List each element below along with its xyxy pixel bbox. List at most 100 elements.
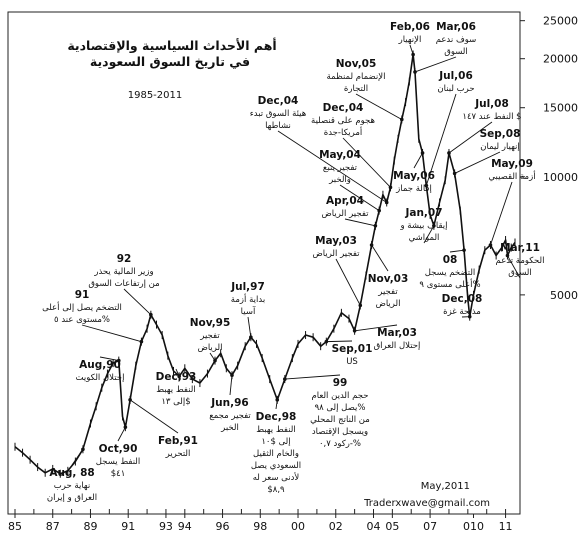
annotation-point: [388, 185, 393, 190]
annotation-leader: [449, 249, 465, 253]
annotation-text: والخام الثقيل: [253, 449, 299, 459]
annotation-title: Nov,95: [190, 317, 231, 329]
annotation-text: التحرير: [165, 449, 191, 459]
annotation-leader: [229, 375, 233, 396]
annotation-text: بداية أزمة: [231, 293, 265, 305]
x-tick-label: 11: [499, 520, 513, 533]
annotation-text: والخبر: [328, 175, 351, 185]
annotation-leader: [284, 374, 341, 380]
annotation: Apr,04 تفجير الرياض: [322, 195, 370, 219]
annotation: May,06 إقالة جماز: [393, 170, 435, 194]
annotation-text: الخبر: [220, 423, 239, 433]
annotation-point: [399, 117, 404, 122]
annotations: Aug, 88 نهاية حرب العراق و إيران Aug,90 إحتل…: [42, 21, 544, 503]
annotation-text: إلى $١٠: [261, 437, 290, 447]
annotation: Dec,93 النفط يهبط إلى ١٣$: [156, 371, 197, 407]
x-tick-label: 93: [159, 520, 173, 533]
annotation-title: Dec,98: [256, 411, 297, 423]
annotation-point: [275, 398, 280, 402]
annotation-text: يصل إلى ٩٨%: [315, 403, 366, 413]
annotation: Dec,08 مذبحة غزة: [442, 293, 483, 317]
annotation-title: Jul,08: [474, 98, 509, 110]
annotation-text: إيقاف بيشة و: [399, 221, 447, 231]
annotation-leader: [454, 151, 501, 174]
annotation-text: نشاطها: [265, 121, 291, 131]
annotation-title: Dec,08: [442, 293, 483, 305]
annotation-text: إقالة جماز: [395, 184, 432, 194]
price-series: [14, 50, 516, 478]
annotation-title: May,04: [319, 149, 361, 161]
annotation-text: الإنضمام لمنظمة: [327, 72, 386, 82]
annotation-point: [452, 171, 457, 176]
annotation-text: حرب لبنان: [437, 84, 474, 94]
annotation-leader: [507, 255, 521, 279]
annotation: Nov,95 تفجير الرياض: [190, 317, 231, 353]
annotation-text: تفجير: [199, 331, 220, 341]
annotation-title: Feb,06: [390, 21, 430, 33]
annotation-text: النفط يسجل: [96, 457, 140, 467]
annotation-point: [467, 314, 472, 319]
annotation-title: Mar,06: [436, 21, 476, 33]
annotation-title: 91: [75, 289, 90, 301]
annotation-point: [384, 200, 389, 205]
annotation-text: الرياض: [198, 343, 223, 353]
annotation-text: مستوى عند ٥%: [54, 315, 110, 325]
annotation-text: $٤١: [111, 469, 126, 479]
annotation: Mar,11 الحكومة تدعم السوق: [496, 242, 545, 278]
x-tick-label: 85: [8, 520, 22, 533]
annotation-text: السوق: [508, 268, 532, 278]
annotation-text: النفط عند ١٤٧ $: [462, 112, 521, 122]
y-tick-label: 25000: [543, 15, 578, 28]
annotation-point: [420, 151, 425, 155]
annotation-title: Jul,97: [230, 281, 265, 293]
annotation-text: الرياض: [376, 299, 401, 309]
x-tick-label: 07: [423, 520, 437, 533]
annotation-point: [488, 243, 493, 247]
x-tick-label: 87: [46, 520, 60, 533]
annotation-point: [373, 224, 378, 228]
annotation: Nov,03 تفجير الرياض: [368, 273, 409, 309]
annotation-text: التجارة: [344, 84, 368, 94]
annotation-text: لأدنى سعر له: [253, 472, 300, 483]
annotation-leader: [371, 244, 389, 272]
annotation-leader: [99, 356, 119, 362]
annotation-text: النفط يهبط: [156, 385, 196, 395]
annotation-title: Aug, 88: [49, 467, 94, 479]
annotation-text: أعلى مستوى ٩%: [419, 278, 480, 290]
y-axis: 5000 10000 15000 20000 25000: [520, 15, 578, 302]
annotation-point: [116, 358, 121, 363]
annotation-text: هيئة السوق تبدء: [250, 109, 306, 119]
annotation-text: السعودي يصل: [251, 461, 301, 471]
annotation: Dec,04 هيئة السوق تبدء نشاطها: [250, 95, 306, 131]
annotation-point: [249, 335, 253, 340]
x-tick-label: 04: [366, 520, 380, 533]
annotation-text: ويسجل الإقتصاد: [312, 427, 368, 437]
annotation-leader: [129, 399, 179, 434]
x-tick-label: 96: [216, 520, 230, 533]
annotation-title: 08: [443, 254, 458, 266]
annotation-title: 92: [117, 253, 132, 265]
annotation: Sep,01 US: [332, 343, 373, 367]
annotation-leader: [448, 121, 493, 154]
annotation-point: [283, 377, 287, 381]
credit-date: May,2011: [421, 481, 470, 492]
annotation-leader: [342, 137, 391, 188]
annotation-text: إنهيار ليمان: [480, 142, 520, 152]
annotation-title: Feb,91: [158, 435, 198, 447]
x-tick-label: 98: [253, 520, 267, 533]
annotation-title: Dec,04: [323, 102, 364, 114]
annotation-leaders: [71, 44, 521, 466]
x-tick-label: 05: [385, 520, 399, 533]
credit-site: Traderxwave@gmail.com: [363, 498, 490, 509]
annotation-point: [123, 425, 128, 429]
annotation-text: من الناتج المحلي: [310, 415, 370, 425]
annotation-point: [128, 398, 132, 402]
annotation-title: Mar,03: [377, 327, 417, 339]
y-tick-label: 10000: [543, 171, 578, 184]
annotation-text: التضخم يصل إلى أعلى: [42, 301, 122, 313]
chart-period: 1985-2011: [128, 90, 183, 101]
